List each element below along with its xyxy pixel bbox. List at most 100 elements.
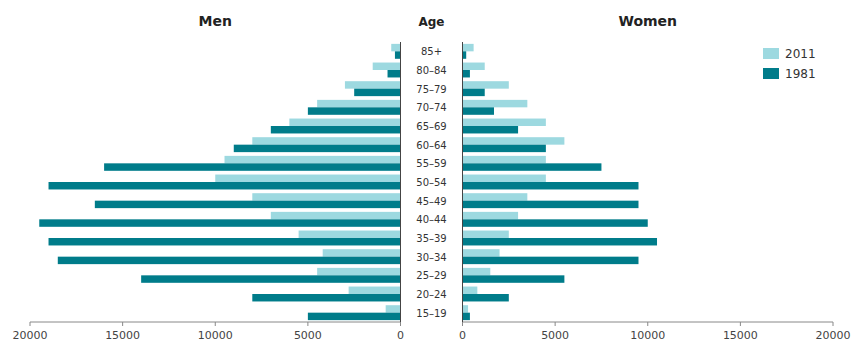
legend-swatch [763, 48, 779, 59]
zero-line [400, 42, 401, 322]
bar [391, 44, 400, 51]
legend-swatch [763, 68, 779, 79]
bar [463, 51, 467, 58]
bar [463, 107, 494, 114]
y-tick-label: 80–84 [416, 65, 446, 76]
bar [141, 275, 400, 282]
bar [323, 249, 401, 256]
bar [463, 163, 602, 170]
bar [463, 145, 546, 152]
x-tick-label: 20000 [13, 329, 48, 342]
bar [58, 257, 401, 264]
bar [463, 44, 474, 51]
bar [463, 193, 528, 200]
bar [463, 257, 639, 264]
bar [463, 137, 565, 144]
y-tick-label: 40–44 [416, 214, 446, 225]
bar [95, 201, 401, 208]
x-tick [215, 322, 216, 326]
bar [463, 219, 648, 226]
legend-label: 2011 [785, 47, 816, 61]
bar [463, 81, 509, 88]
bar [463, 119, 546, 126]
x-tick-label: 10000 [630, 329, 665, 342]
bar [463, 156, 546, 163]
x-tick [462, 322, 463, 326]
bar [271, 126, 401, 133]
bar [463, 249, 500, 256]
x-tick [30, 322, 31, 326]
axis-label: Age [418, 15, 444, 29]
y-tick-label: 15–19 [416, 308, 446, 319]
bar [215, 175, 400, 182]
x-tick-label: 15000 [105, 329, 140, 342]
x-tick [555, 322, 556, 326]
bar [463, 287, 478, 294]
bar [252, 193, 400, 200]
y-tick-label: 60–64 [416, 140, 446, 151]
bar [271, 212, 401, 219]
bar [463, 238, 658, 245]
x-tick-label: 20000 [816, 329, 851, 342]
x-tick [740, 322, 741, 326]
bar [463, 89, 485, 96]
bar [463, 175, 546, 182]
bar [463, 70, 470, 77]
y-tick-label: 20–24 [416, 289, 446, 300]
bar [49, 182, 401, 189]
panel-title: Men [199, 13, 232, 29]
bar [345, 81, 401, 88]
panel-title: Women [618, 13, 677, 29]
x-tick [122, 322, 123, 326]
bar [463, 268, 491, 275]
bar [299, 231, 401, 238]
y-tick-label: 30–34 [416, 252, 446, 263]
bar [386, 305, 401, 312]
x-tick [307, 322, 308, 326]
bar [463, 212, 519, 219]
bar [225, 156, 401, 163]
bar [463, 100, 528, 107]
y-tick-label: 85+ [421, 46, 442, 57]
bar [354, 89, 400, 96]
bar [463, 182, 639, 189]
x-tick [647, 322, 648, 326]
y-tick-label: 50–54 [416, 177, 446, 188]
y-tick-label: 35–39 [416, 233, 446, 244]
bar [395, 51, 401, 58]
bar [289, 119, 400, 126]
bar [252, 137, 400, 144]
bar [463, 126, 519, 133]
bar [463, 63, 485, 70]
y-tick-label: 55–59 [416, 158, 446, 169]
y-tick-label: 25–29 [416, 270, 446, 281]
y-tick-label: 75–79 [416, 84, 446, 95]
bar [317, 268, 400, 275]
y-tick-label: 45–49 [416, 196, 446, 207]
bar [39, 219, 400, 226]
legend: 2011 1981 [763, 47, 816, 81]
bar [317, 100, 400, 107]
bars [463, 44, 658, 320]
bar [49, 238, 401, 245]
bar [308, 107, 401, 114]
y-tick-label: 65–69 [416, 121, 446, 132]
chart: Men 0 5000 10000 15000 20000 15–19 20–24 25–29 30… [0, 0, 863, 363]
bar [388, 70, 401, 77]
x-tick-label: 0 [397, 329, 404, 342]
x-tick-label: 5000 [294, 329, 322, 342]
legend-label: 1981 [785, 67, 816, 81]
bar [104, 163, 400, 170]
bar [234, 145, 401, 152]
bar [463, 305, 469, 312]
y-tick-label: 70–74 [416, 102, 446, 113]
bar [308, 313, 401, 320]
zero-line [462, 42, 463, 322]
bar [463, 294, 509, 301]
x-tick-label: 15000 [723, 329, 758, 342]
bar [463, 275, 565, 282]
bars [39, 44, 400, 320]
bar [463, 313, 470, 320]
bar [349, 287, 401, 294]
bar [463, 231, 509, 238]
